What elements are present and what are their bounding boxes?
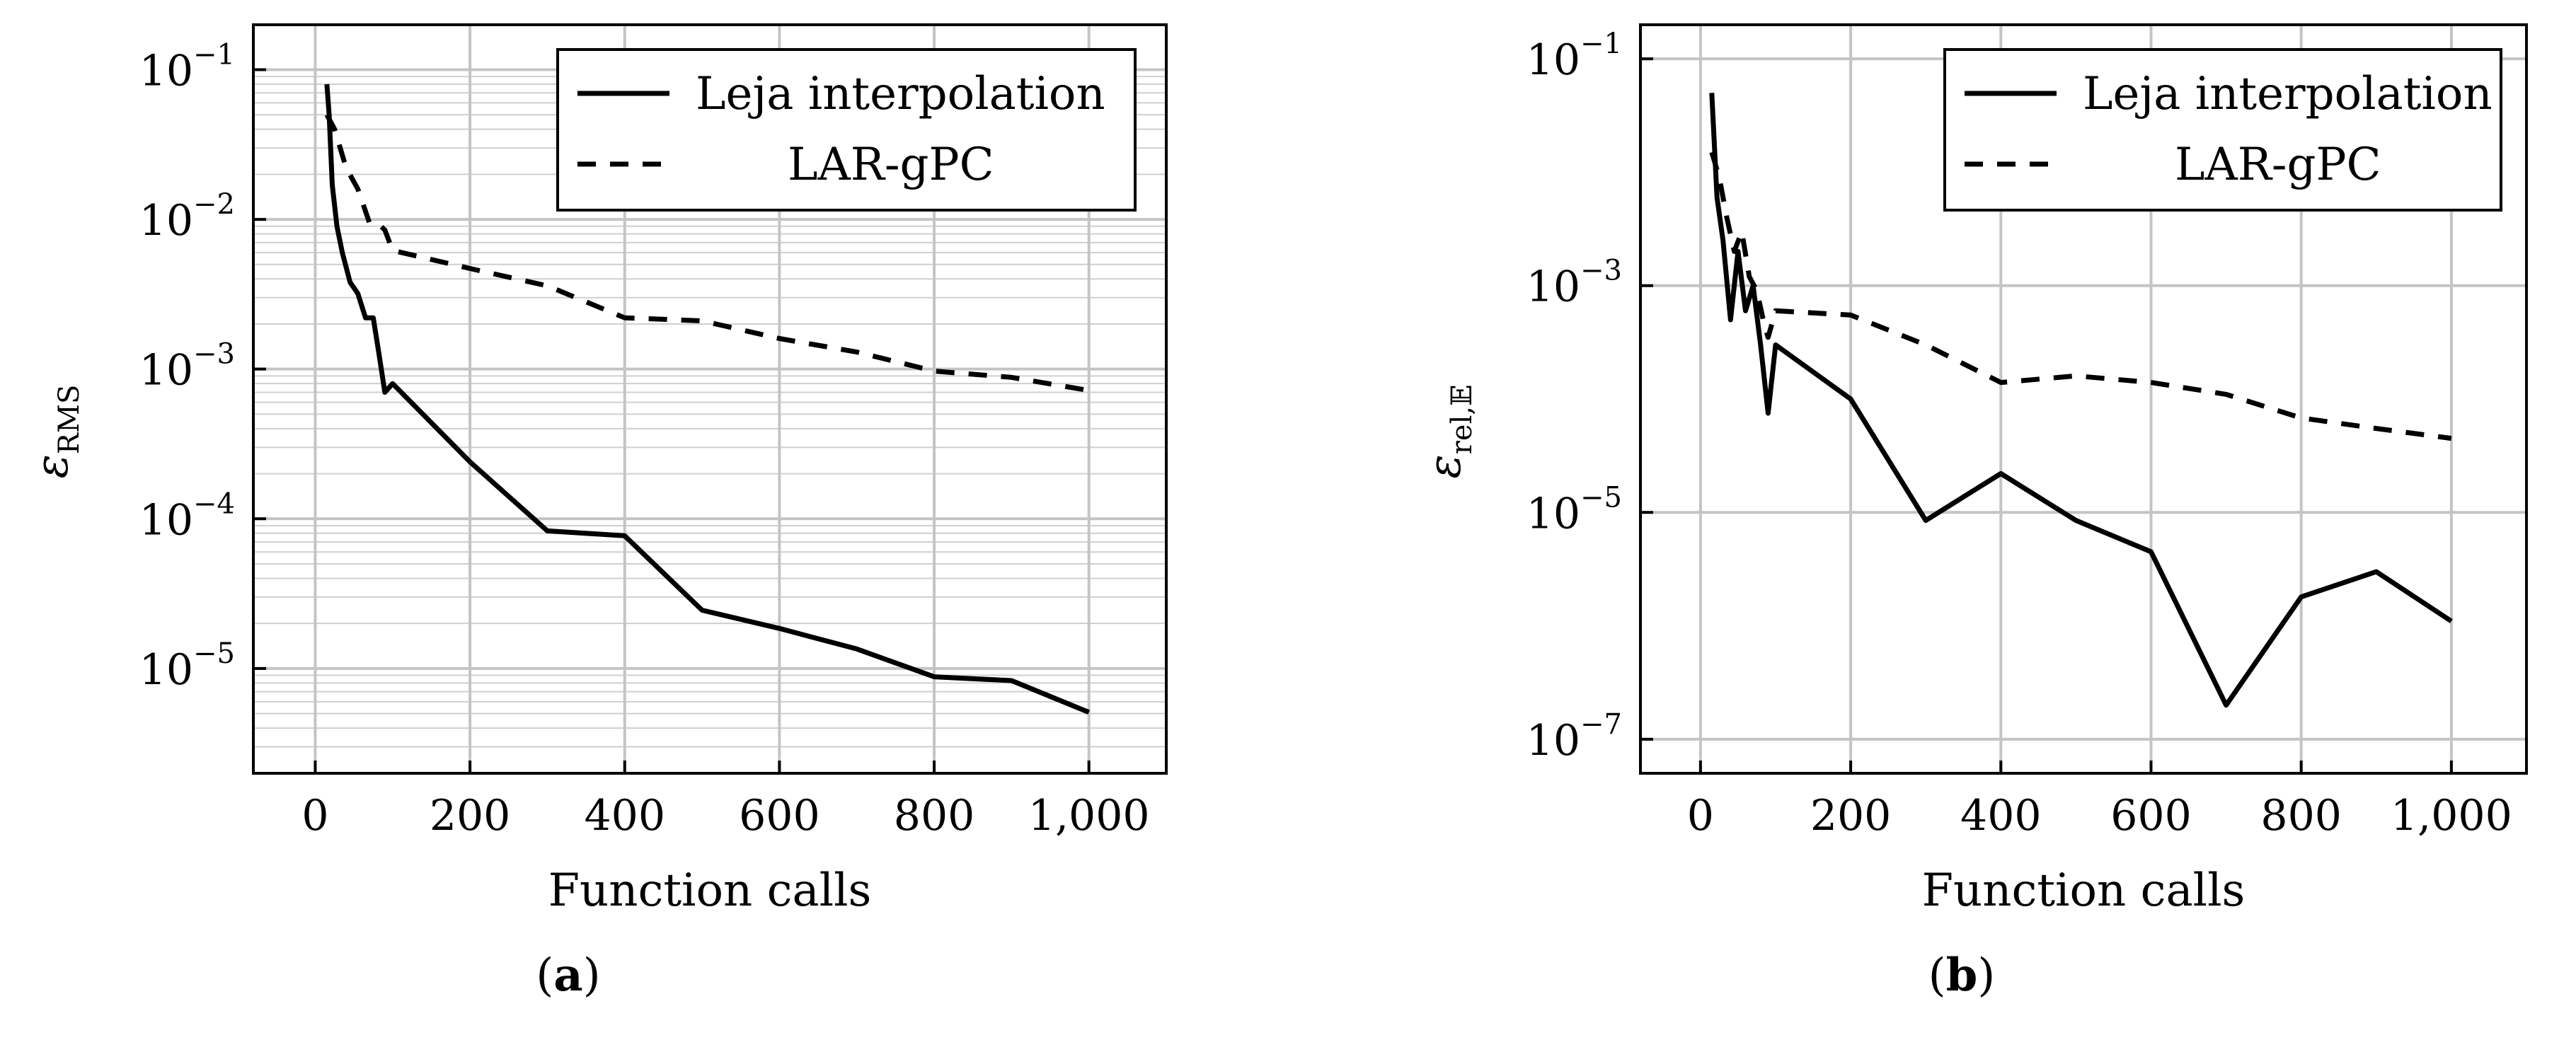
chart-panel-a: 10−5 10−4 10−3 10−2 10−1 0 200 400 600 800 1,000 Le… (26, 23, 1168, 1002)
x-axis-label: Function calls (1922, 865, 2246, 917)
y-tick-label: 10−4 (139, 487, 235, 545)
x-tick-label: 600 (2110, 791, 2192, 840)
y-tick-label: 10−3 (1526, 255, 1622, 312)
y-tick-label: 10−7 (1526, 708, 1622, 765)
y-tick-label: 10−5 (1526, 481, 1622, 538)
y-tick-label: 10−3 (139, 338, 235, 395)
plot-frame (252, 23, 1168, 775)
legend-label: Leja interpolation (2083, 68, 2492, 120)
legend-label: LAR-gPC (788, 139, 994, 191)
legend-box (556, 48, 1137, 212)
series-line-lar-gpc (1709, 151, 2452, 441)
series-line-lar-gpc (324, 113, 1090, 393)
panel-caption: (a) (536, 949, 600, 1002)
y-axis-label: εrel,𝔼 (1419, 384, 1478, 478)
x-tick-label: 200 (1810, 791, 1892, 840)
legend-label: LAR-gPC (2175, 139, 2381, 191)
y-tick-label: 10−1 (139, 38, 235, 96)
y-tick-label: 10−5 (139, 637, 235, 695)
legend: Leja interpolation LAR-gPC (556, 48, 1137, 212)
x-tick-label: 0 (1687, 791, 1714, 840)
y-axis-label: εRMS (26, 385, 86, 479)
x-tick-label: 400 (1960, 791, 2042, 840)
legend: Leja interpolation LAR-gPC (1943, 48, 2502, 212)
chart-panel-b: 10−7 10−5 10−3 10−1 0 200 400 600 800 1,000 Leja i… (1419, 23, 2528, 1002)
x-tick-label: 800 (894, 791, 975, 840)
y-tick-label: 10−1 (1526, 28, 1622, 85)
x-tick-label: 400 (584, 791, 665, 840)
plot-frame (1639, 23, 2528, 775)
x-tick-label: 1,000 (2391, 791, 2512, 840)
legend-label: Leja interpolation (696, 68, 1105, 120)
series-line-leja-interpolation (1709, 93, 2453, 708)
x-tick-label: 1,000 (1028, 791, 1150, 840)
x-tick-label: 0 (301, 791, 328, 840)
x-tick-label: 800 (2260, 791, 2342, 840)
panel-caption: (b) (1928, 949, 1996, 1002)
x-axis-label: Function calls (548, 865, 872, 917)
y-tick-label: 10−2 (139, 188, 235, 245)
x-tick-label: 200 (430, 791, 511, 840)
series-line-leja-interpolation (324, 83, 1091, 715)
x-tick-label: 600 (739, 791, 820, 840)
legend-box (1943, 48, 2502, 212)
